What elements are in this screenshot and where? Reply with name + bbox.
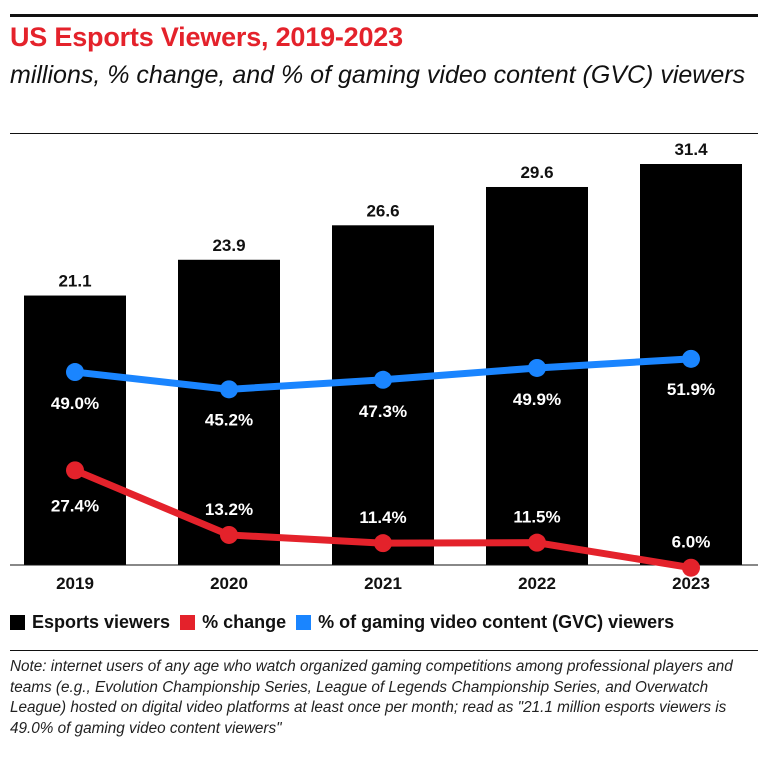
gvc-share-point-2023	[682, 349, 700, 368]
gvc-share-label-2020: 45.2%	[205, 410, 253, 429]
percent-change-label-2020: 13.2%	[205, 500, 253, 519]
subtitle-rule	[10, 133, 758, 134]
percent-change-point-2022	[528, 533, 546, 552]
gvc-share-label-2021: 47.3%	[359, 402, 407, 421]
x-tick-label-2020: 2020	[210, 574, 248, 593]
gvc-share-point-2021	[374, 370, 392, 389]
x-tick-label-2019: 2019	[56, 574, 94, 593]
gvc-share-label-2019: 49.0%	[51, 394, 99, 413]
bar-label-2023: 31.4	[674, 140, 708, 159]
chart-subtitle: millions, % change, and % of gaming vide…	[10, 61, 746, 89]
gvc-share-point-2022	[528, 358, 546, 377]
percent-change-point-2021	[374, 534, 392, 553]
legend-rule	[10, 650, 758, 651]
bar-label-2021: 26.6	[366, 201, 399, 220]
legend-item-gvc-share: % of gaming video content (GVC) viewers	[296, 612, 674, 633]
gvc-share-point-2019	[66, 363, 84, 382]
chart-title: US Esports Viewers, 2019-2023	[10, 22, 403, 52]
x-tick-label-2022: 2022	[518, 574, 556, 593]
gvc-share-label-2022: 49.9%	[513, 390, 561, 409]
bar-label-2020: 23.9	[212, 236, 245, 255]
percent-change-label-2023: 6.0%	[672, 533, 711, 552]
bar-label-2019: 21.1	[58, 272, 91, 291]
bar-2019	[24, 295, 126, 565]
bar-2021	[332, 225, 434, 565]
chart-note: Note: internet users of any age who watc…	[10, 658, 733, 737]
legend-label-esports-viewers: Esports viewers	[32, 612, 171, 632]
legend-swatch-percent-change	[180, 615, 196, 630]
gvc-share-label-2023: 51.9%	[667, 380, 715, 399]
percent-change-label-2022: 11.5%	[513, 508, 560, 527]
bar-2020	[178, 259, 280, 565]
legend-label-percent-change: % change	[202, 612, 287, 632]
bar-label-2022: 29.6	[520, 163, 553, 182]
percent-change-point-2019	[66, 461, 84, 480]
percent-change-label-2021: 11.4%	[359, 508, 406, 527]
chart-legend: Esports viewers % change % of gaming vid…	[10, 612, 684, 633]
chart-plot: 21.1 23.9 26.6 29.6 31.4 2019 2020 2021 2022 2023…	[10, 140, 758, 593]
x-tick-label-2021: 2021	[364, 574, 402, 593]
legend-swatch-gvc-share	[296, 615, 312, 630]
legend-label-gvc-share: % of gaming video content (GVC) viewers	[318, 612, 675, 632]
legend-item-percent-change: % change	[180, 612, 286, 633]
percent-change-point-2020	[220, 525, 238, 544]
percent-change-label-2019: 27.4%	[51, 496, 99, 515]
x-tick-label-2023: 2023	[672, 574, 710, 593]
legend-item-esports-viewers: Esports viewers	[10, 612, 170, 633]
gvc-share-point-2020	[220, 380, 238, 399]
legend-swatch-esports-viewers	[10, 615, 25, 630]
percent-change-point-2023	[682, 558, 700, 577]
top-rule	[10, 14, 758, 17]
